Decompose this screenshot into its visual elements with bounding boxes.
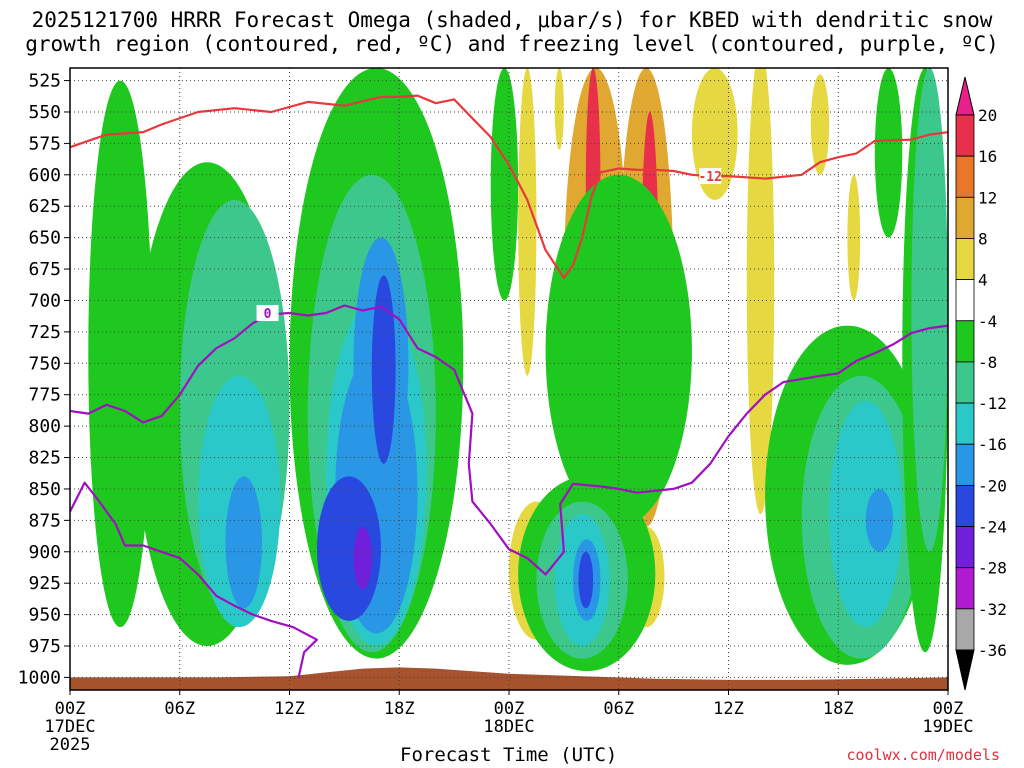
y-tick-label-900: 900: [28, 542, 61, 563]
colorbar-bin-0: [955, 114, 975, 157]
colorbar-bin-8: [955, 443, 975, 486]
omega-cell-35: [865, 488, 894, 552]
chart-title-line-1: 2025121700 HRRR Forecast Omega (shaded, …: [31, 8, 993, 32]
dgz-contour-label: -12: [698, 170, 721, 185]
colorbar-label-7: -12: [978, 394, 1007, 413]
colorbar-bin-9: [955, 484, 975, 527]
omega-cell-13: [490, 68, 519, 301]
y-tick-label-675: 675: [28, 259, 61, 280]
omega-cell-27: [578, 551, 594, 609]
chart-title-line-2: growth region (contoured, red, ºC) and f…: [25, 32, 999, 56]
y-tick-label-525: 525: [28, 71, 61, 92]
colorbar-bin-2: [955, 196, 975, 239]
omega-cell-0: [88, 80, 153, 628]
y-tick-label-925: 925: [28, 573, 61, 594]
omega-cell-14: [518, 68, 537, 376]
dgz-contour-line: [70, 94, 948, 279]
y-tick-label-725: 725: [28, 322, 61, 343]
x-tick-label-4: 00Z: [494, 699, 525, 719]
colorbar-bin-4: [955, 279, 975, 322]
colorbar-min-arrow: [955, 649, 975, 691]
colorbar-bin-10: [955, 526, 975, 569]
x-tick-label-2: 12Z: [274, 699, 305, 719]
y-tick-label-775: 775: [28, 385, 61, 406]
freezing-level-contour-line: [70, 304, 948, 576]
colorbar-label-2: 12: [978, 188, 997, 207]
omega-cell-22: [545, 174, 692, 527]
omega-cell-36: [874, 68, 903, 238]
colorbar-label-3: 8: [978, 229, 988, 248]
freezing-level-label-bg: [256, 305, 279, 322]
colorbar-label-1: 16: [978, 147, 997, 166]
y-tick-label-975: 975: [28, 636, 61, 657]
freezing-level-contour-line-2: [70, 481, 318, 678]
colorbar-label-13: -36: [978, 641, 1007, 660]
x-date-label-1-0: 18DEC: [483, 717, 534, 737]
colorbar-label-11: -28: [978, 559, 1007, 578]
freezing-level-label: 0: [264, 307, 272, 322]
colorbar-label-12: -32: [978, 600, 1007, 619]
y-tick-label-850: 850: [28, 479, 61, 500]
x-date-label-0-0: 17DEC: [44, 717, 95, 737]
y-tick-label-625: 625: [28, 196, 61, 217]
colorbar-bin-7: [955, 402, 975, 445]
x-tick-label-6: 12Z: [713, 699, 744, 719]
x-tick-label-0: 00Z: [55, 699, 86, 719]
x-date-label-2-0: 19DEC: [922, 717, 973, 737]
site-credit: coolwx.com/models: [846, 746, 1000, 764]
x-date-label-0-1: 2025: [50, 735, 91, 755]
omega-cell-15: [554, 68, 564, 150]
colorbar-max-arrow: [955, 76, 975, 116]
colorbar-label-10: -24: [978, 518, 1007, 537]
x-tick-label-1: 06Z: [164, 699, 195, 719]
y-tick-label-800: 800: [28, 416, 61, 437]
y-tick-label-550: 550: [28, 102, 61, 123]
colorbar-bin-5: [955, 320, 975, 363]
y-tick-label-700: 700: [28, 290, 61, 311]
colorbar-label-5: -4: [978, 312, 997, 331]
x-tick-label-3: 18Z: [384, 699, 415, 719]
y-tick-label-600: 600: [28, 165, 61, 186]
x-tick-label-7: 18Z: [823, 699, 854, 719]
colorbar-bin-1: [955, 155, 975, 198]
omega-cell-28: [691, 68, 738, 200]
colorbar-label-8: -16: [978, 435, 1007, 454]
y-tick-label-825: 825: [28, 448, 61, 469]
omega-cell-38: [911, 68, 948, 552]
dgz-contour-label-bg: [699, 168, 722, 185]
y-tick-label-750: 750: [28, 353, 61, 374]
colorbar-label-6: -8: [978, 353, 997, 372]
y-tick-label-875: 875: [28, 510, 61, 531]
colorbar-bin-12: [955, 608, 975, 651]
omega-cell-30: [810, 74, 830, 175]
colorbar-bin-6: [955, 361, 975, 404]
y-tick-label-950: 950: [28, 605, 61, 626]
colorbar-label-9: -20: [978, 476, 1007, 495]
y-tick-label-1000: 1000: [18, 667, 61, 688]
omega-cell-10: [371, 275, 396, 464]
omega-cell-34: [829, 400, 903, 628]
x-tick-label-8: 00Z: [933, 699, 964, 719]
y-tick-label-650: 650: [28, 228, 61, 249]
colorbar-label-4: 4: [978, 271, 988, 290]
x-tick-label-5: 06Z: [603, 699, 634, 719]
y-tick-label-575: 575: [28, 133, 61, 154]
colorbar-label-0: 20: [978, 106, 997, 125]
colorbar-bin-11: [955, 567, 975, 610]
omega-cell-4: [225, 476, 263, 609]
x-axis-title: Forecast Time (UTC): [400, 744, 618, 766]
colorbar-bin-3: [955, 238, 975, 281]
omega-cell-29: [746, 68, 775, 515]
omega-cell-12: [353, 526, 372, 590]
